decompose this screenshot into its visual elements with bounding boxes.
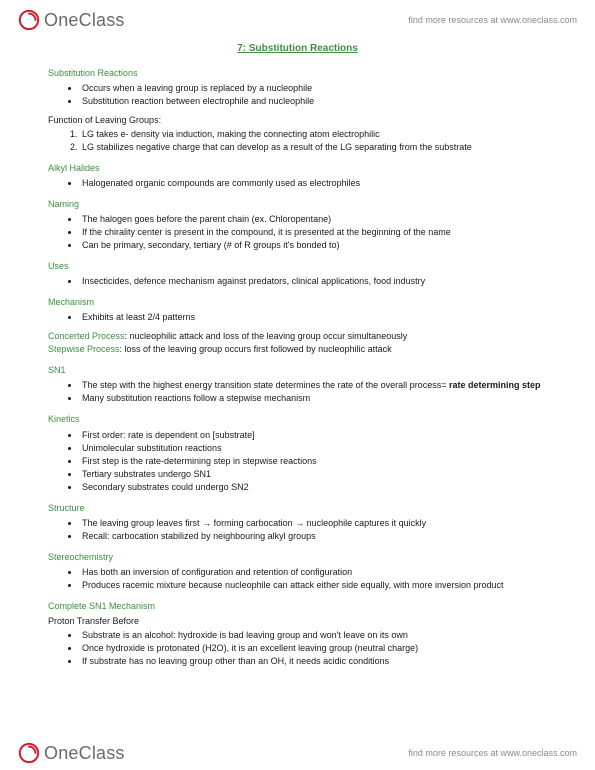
page-title: 7: Substitution Reactions [48, 42, 547, 57]
page-footer: OneClass find more resources at www.onec… [0, 742, 595, 764]
oneclass-icon [18, 742, 40, 764]
list-item: Secondary substrates could undergo SN2 [80, 481, 547, 494]
list-item: Many substitution reactions follow a ste… [80, 392, 547, 405]
term-label: Stepwise Process [48, 344, 120, 354]
list-item: Occurs when a leaving group is replaced … [80, 82, 547, 95]
sub-heading: Function of Leaving Groups: [48, 114, 547, 127]
list-item: Substitution reaction between electrophi… [80, 95, 547, 108]
footer-promo-link[interactable]: find more resources at www.oneclass.com [408, 748, 577, 758]
list-item: First step is the rate-determining step … [80, 455, 547, 468]
bold-term: rate determining step [449, 380, 541, 390]
oneclass-icon [18, 9, 40, 31]
section-heading: Stereochemistry [48, 551, 547, 564]
list-item: Substrate is an alcohol: hydroxide is ba… [80, 629, 547, 642]
inline-definition: Stepwise Process: loss of the leaving gr… [48, 343, 547, 356]
list-item: The step with the highest energy transit… [80, 379, 547, 392]
section-heading: Complete SN1 Mechanism [48, 600, 547, 613]
list-item: LG takes e- density via induction, makin… [80, 128, 547, 141]
bullet-list: Occurs when a leaving group is replaced … [80, 82, 547, 108]
list-item: Produces racemic mixture because nucleop… [80, 579, 547, 592]
list-item: Tertiary substrates undergo SN1 [80, 468, 547, 481]
bullet-list: The leaving group leaves first → forming… [80, 517, 547, 543]
term-label: Concerted Process [48, 331, 125, 341]
section-heading: Alkyl Halides [48, 162, 547, 175]
list-item: Has both an inversion of configuration a… [80, 566, 547, 579]
list-item: Exhibits at least 2/4 patterns [80, 311, 547, 324]
inline-definition: Concerted Process: nucleophilic attack a… [48, 330, 547, 343]
term-text: : loss of the leaving group occurs first… [120, 344, 392, 354]
bullet-list: The halogen goes before the parent chain… [80, 213, 547, 252]
page-header: OneClass find more resources at www.onec… [0, 0, 595, 36]
list-item: Insecticides, defence mechanism against … [80, 275, 547, 288]
brand-text: OneClass [44, 10, 125, 31]
section-heading: Uses [48, 260, 547, 273]
bullet-list: Halogenated organic compounds are common… [80, 177, 547, 190]
list-item: The leaving group leaves first → forming… [80, 517, 547, 530]
section-heading: Mechanism [48, 296, 547, 309]
brand-text: OneClass [44, 743, 125, 764]
list-item: Once hydroxide is protonated (H2O), it i… [80, 642, 547, 655]
bullet-list: Insecticides, defence mechanism against … [80, 275, 547, 288]
section-heading: Structure [48, 502, 547, 515]
list-item: Halogenated organic compounds are common… [80, 177, 547, 190]
list-item-text: The step with the highest energy transit… [82, 380, 449, 390]
list-item: If substrate has no leaving group other … [80, 655, 547, 668]
document-body: 7: Substitution Reactions Substitution R… [0, 36, 595, 668]
list-item: Unimolecular substitution reactions [80, 442, 547, 455]
header-promo-link[interactable]: find more resources at www.oneclass.com [408, 15, 577, 25]
list-item: Can be primary, secondary, tertiary (# o… [80, 239, 547, 252]
brand-logo: OneClass [18, 9, 125, 31]
section-heading: SN1 [48, 364, 547, 377]
bullet-list: Exhibits at least 2/4 patterns [80, 311, 547, 324]
ordered-list: LG takes e- density via induction, makin… [80, 128, 547, 154]
bullet-list: Has both an inversion of configuration a… [80, 566, 547, 592]
bullet-list: Substrate is an alcohol: hydroxide is ba… [80, 629, 547, 668]
list-item: If the chirality center is present in th… [80, 226, 547, 239]
list-item: The halogen goes before the parent chain… [80, 213, 547, 226]
section-heading: Naming [48, 198, 547, 211]
bullet-list: First order: rate is dependent on [subst… [80, 429, 547, 494]
list-item: Recall: carbocation stabilized by neighb… [80, 530, 547, 543]
brand-logo: OneClass [18, 742, 125, 764]
section-heading: Kinetics [48, 413, 547, 426]
list-item: LG stabilizes negative charge that can d… [80, 141, 547, 154]
list-item: First order: rate is dependent on [subst… [80, 429, 547, 442]
term-text: : nucleophilic attack and loss of the le… [125, 331, 408, 341]
section-heading: Substitution Reactions [48, 67, 547, 80]
bullet-list: The step with the highest energy transit… [80, 379, 547, 405]
sub-heading: Proton Transfer Before [48, 615, 547, 628]
